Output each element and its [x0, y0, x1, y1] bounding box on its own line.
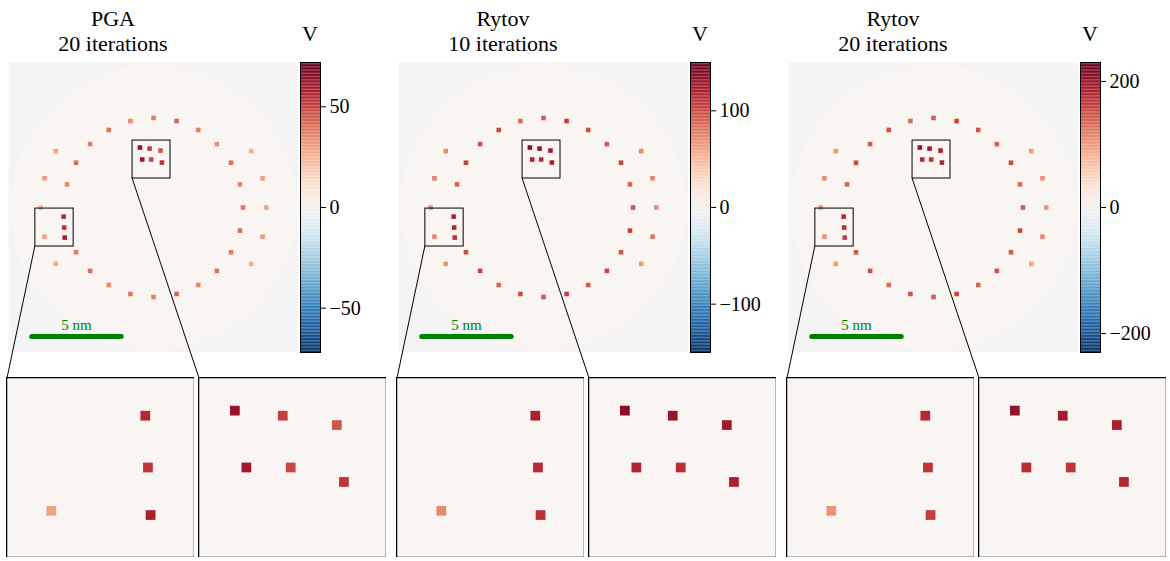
html-text:Rytov: Rytov	[476, 6, 530, 31]
html-text:10 iterations: 10 iterations	[448, 31, 558, 56]
html-text:PGA: PGA	[91, 6, 135, 31]
svg-text:0: 0	[720, 196, 730, 218]
svg-text:200: 200	[1110, 70, 1140, 92]
svg-text:50: 50	[330, 95, 350, 117]
html-text:Rytov: Rytov	[866, 6, 920, 31]
svg-text:100: 100	[720, 99, 750, 121]
html-text:V: V	[692, 21, 708, 46]
svg-text:0: 0	[330, 196, 340, 218]
html-text:V: V	[1082, 21, 1098, 46]
html-text:20 iterations: 20 iterations	[838, 31, 948, 56]
svg-text:5 nm: 5 nm	[61, 317, 92, 333]
svg-text:−100: −100	[720, 293, 761, 315]
html-text:20 iterations: 20 iterations	[58, 31, 168, 56]
svg-text:5 nm: 5 nm	[841, 317, 872, 333]
svg-text:−200: −200	[1110, 322, 1151, 344]
svg-text:5 nm: 5 nm	[451, 317, 482, 333]
svg-text:−50: −50	[330, 297, 361, 319]
html-text:V: V	[302, 21, 318, 46]
svg-text:0: 0	[1110, 196, 1120, 218]
